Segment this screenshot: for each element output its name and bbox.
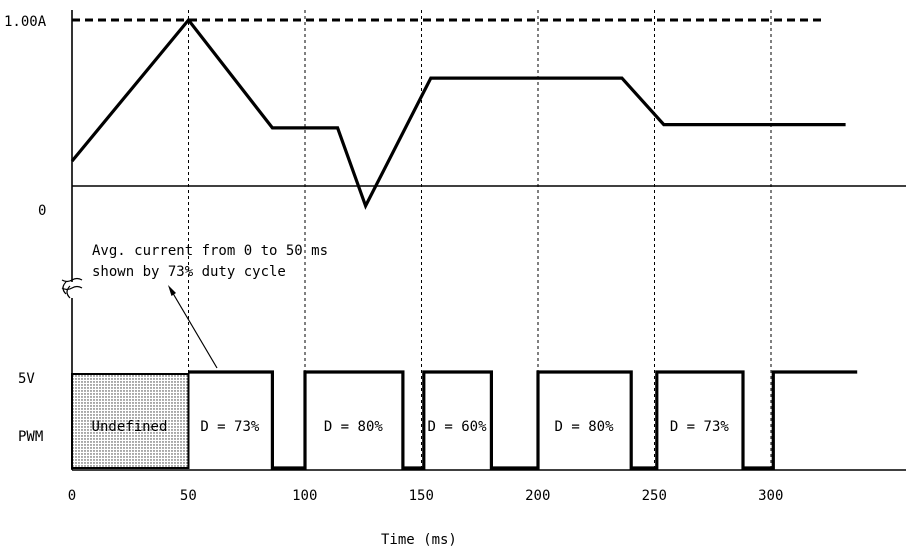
pwm-waveform: Undefined D = 73% D = 80% D = 60% D = 80% D =… bbox=[71, 370, 858, 470]
x-tick-label: 250 bbox=[642, 488, 667, 504]
x-tick-label: 200 bbox=[525, 488, 550, 504]
undefined-region bbox=[71, 373, 190, 469]
y-label-max-current: 1.00A bbox=[4, 14, 47, 30]
y-label-5v: 5V bbox=[18, 371, 35, 387]
annotation-line-1: Avg. current from 0 to 50 ms bbox=[92, 243, 328, 259]
duty-cycle-label: D = 73% bbox=[670, 419, 730, 435]
duty-cycle-label: D = 80% bbox=[324, 419, 384, 435]
grid-lines bbox=[188, 10, 772, 470]
undefined-label: Undefined bbox=[92, 419, 168, 435]
y-label-pwm: PWM bbox=[18, 429, 43, 445]
duty-cycle-label: D = 80% bbox=[555, 419, 615, 435]
x-tick-label: 300 bbox=[758, 488, 783, 504]
annotation-arrow bbox=[168, 285, 218, 369]
x-tick-label: 150 bbox=[409, 488, 434, 504]
x-tick-label: 100 bbox=[292, 488, 317, 504]
axis-break-icon bbox=[61, 277, 83, 299]
x-tick-labels: 0 50 100 150 200 250 300 bbox=[68, 488, 784, 504]
y-label-zero: 0 bbox=[38, 203, 46, 219]
x-tick-label: 50 bbox=[180, 488, 197, 504]
duty-cycle-label: D = 60% bbox=[428, 419, 488, 435]
x-tick-label: 0 bbox=[68, 488, 76, 504]
current-trace bbox=[70, 17, 846, 210]
x-axis-title: Time (ms) bbox=[381, 532, 457, 548]
annotation-line-2: shown by 73% duty cycle bbox=[92, 264, 286, 280]
duty-cycle-label: D = 73% bbox=[200, 419, 260, 435]
pwm-trace bbox=[188, 370, 858, 470]
